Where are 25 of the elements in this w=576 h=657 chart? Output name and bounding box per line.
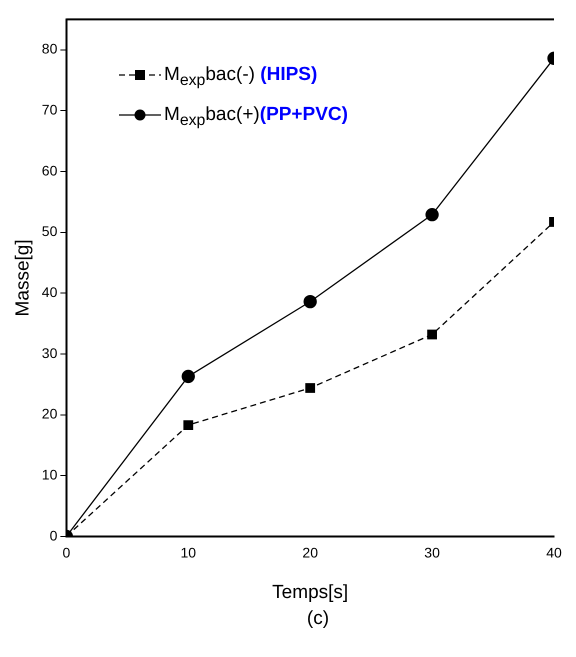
point <box>425 208 439 222</box>
point <box>305 383 316 393</box>
legend-label: M$_{exp}$bac(-) (HIPS) <box>164 64 318 89</box>
y-tick-label: 60 <box>42 162 58 178</box>
x-tick-label: 40 <box>546 544 562 561</box>
point <box>183 420 194 430</box>
y-tick-label: 30 <box>42 344 58 361</box>
y-tick-label: 10 <box>42 466 58 482</box>
y-tick-label: 40 <box>42 284 58 300</box>
x-tick-label: 0 <box>62 544 70 561</box>
x-tick-label: 30 <box>424 544 440 561</box>
text: (c) <box>306 608 330 630</box>
y-tick-label: 70 <box>42 101 58 118</box>
point <box>304 294 317 308</box>
x-tick-label: 20 <box>302 544 318 561</box>
y-axis-title: Masse[g] <box>12 239 34 316</box>
x-axis-title: Temps[s] <box>272 582 348 603</box>
y-tick-label: 80 <box>42 40 58 57</box>
point <box>182 370 195 384</box>
y-tick-label: 0 <box>50 527 58 544</box>
y-tick-label: 20 <box>42 406 58 422</box>
legend-label: M$_{exp}$bac(+)(PP+PVC) <box>164 104 348 129</box>
point <box>427 330 437 340</box>
x-tick-label: 10 <box>180 544 196 561</box>
y-tick-label: 50 <box>42 223 58 240</box>
